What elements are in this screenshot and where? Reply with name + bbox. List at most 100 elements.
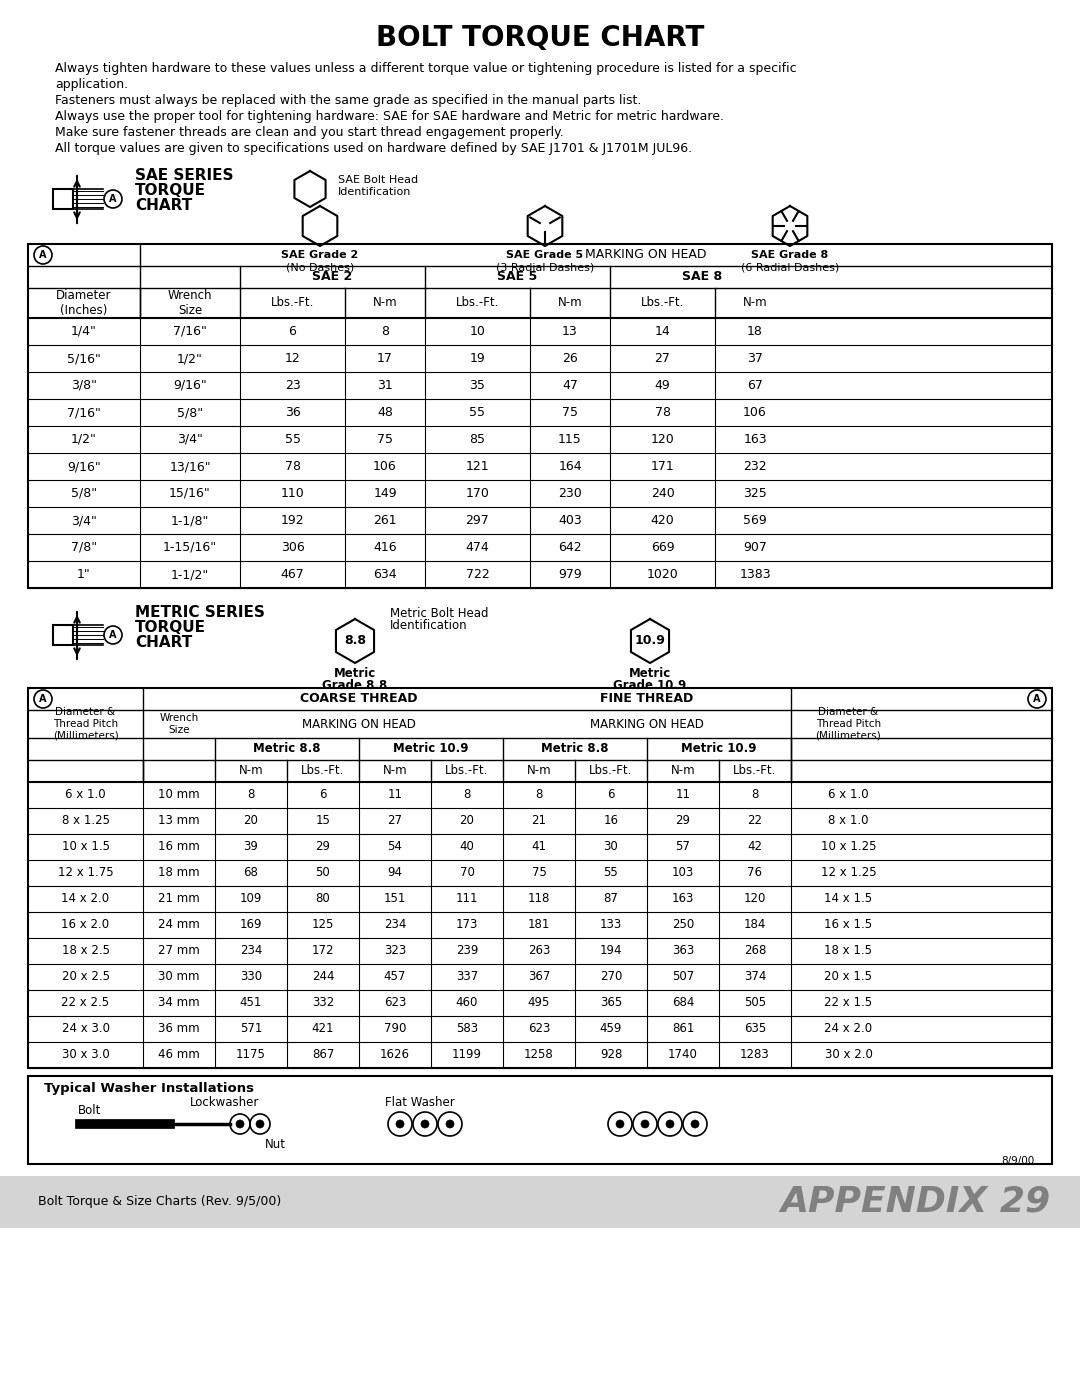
Text: 172: 172 [312, 944, 334, 957]
Text: N-m: N-m [743, 296, 767, 310]
Text: 722: 722 [465, 569, 489, 581]
Text: 12: 12 [285, 352, 300, 365]
Text: 163: 163 [743, 433, 767, 446]
Text: 170: 170 [465, 488, 489, 500]
Text: 171: 171 [650, 460, 674, 474]
Text: A: A [109, 630, 117, 640]
Text: (6 Radial Dashes): (6 Radial Dashes) [741, 263, 839, 272]
Text: Lockwasher: Lockwasher [190, 1097, 259, 1109]
Text: 21 mm: 21 mm [158, 893, 200, 905]
Text: application.: application. [55, 78, 129, 91]
Text: Lbs.-Ft.: Lbs.-Ft. [271, 296, 314, 310]
Text: 583: 583 [456, 1023, 478, 1035]
Text: 642: 642 [558, 541, 582, 555]
Text: 42: 42 [747, 841, 762, 854]
Circle shape [396, 1120, 404, 1127]
Text: 297: 297 [465, 514, 489, 527]
Text: 120: 120 [650, 433, 674, 446]
Text: (3 Radial Dashes): (3 Radial Dashes) [496, 263, 594, 272]
Text: 30 x 3.0: 30 x 3.0 [62, 1049, 109, 1062]
Text: 75: 75 [377, 433, 393, 446]
Text: A: A [39, 250, 46, 260]
Text: Metric: Metric [334, 666, 376, 680]
Text: 110: 110 [281, 488, 305, 500]
Text: 8 x 1.25: 8 x 1.25 [62, 814, 109, 827]
Text: 87: 87 [604, 893, 619, 905]
Text: 363: 363 [672, 944, 694, 957]
Text: 306: 306 [281, 541, 305, 555]
Text: 684: 684 [672, 996, 694, 1010]
Text: 29: 29 [675, 814, 690, 827]
Text: 457: 457 [383, 971, 406, 983]
Text: 1258: 1258 [524, 1049, 554, 1062]
Text: 234: 234 [383, 918, 406, 932]
Text: 149: 149 [374, 488, 396, 500]
Text: Flat Washer: Flat Washer [384, 1097, 455, 1109]
Text: 22 x 1.5: 22 x 1.5 [824, 996, 873, 1010]
Text: 18: 18 [747, 326, 762, 338]
Text: 8: 8 [247, 788, 255, 802]
Text: SAE 2: SAE 2 [312, 271, 353, 284]
Text: SAE Bolt Head: SAE Bolt Head [338, 175, 418, 184]
Text: 120: 120 [744, 893, 766, 905]
Text: 230: 230 [558, 488, 582, 500]
Text: 270: 270 [599, 971, 622, 983]
Text: 928: 928 [599, 1049, 622, 1062]
Text: Metric 8.8: Metric 8.8 [541, 742, 609, 756]
Text: 30 x 2.0: 30 x 2.0 [824, 1049, 873, 1062]
Text: 13: 13 [562, 326, 578, 338]
Text: 6: 6 [607, 788, 615, 802]
Text: 39: 39 [244, 841, 258, 854]
Text: 5/8": 5/8" [71, 488, 97, 500]
Text: 80: 80 [315, 893, 330, 905]
Text: Grade 10.9: Grade 10.9 [613, 679, 687, 692]
Text: 6: 6 [320, 788, 327, 802]
Text: 6: 6 [288, 326, 296, 338]
Text: 55: 55 [604, 866, 619, 880]
Text: 41: 41 [531, 841, 546, 854]
Text: 1-15/16": 1-15/16" [163, 541, 217, 555]
Text: 1626: 1626 [380, 1049, 410, 1062]
Text: 115: 115 [558, 433, 582, 446]
Text: 14 x 2.0: 14 x 2.0 [62, 893, 109, 905]
Text: 40: 40 [460, 841, 474, 854]
Text: 330: 330 [240, 971, 262, 983]
Text: 78: 78 [284, 460, 300, 474]
Text: 332: 332 [312, 996, 334, 1010]
Text: Metric 10.9: Metric 10.9 [681, 742, 757, 756]
Circle shape [666, 1120, 674, 1127]
Text: SAE Grade 2: SAE Grade 2 [282, 250, 359, 260]
Text: 55: 55 [284, 433, 300, 446]
Text: TORQUE: TORQUE [135, 620, 206, 636]
Text: 27: 27 [654, 352, 671, 365]
Text: 70: 70 [460, 866, 474, 880]
Text: 36: 36 [285, 407, 300, 419]
Text: Identification: Identification [338, 187, 411, 197]
Text: MARKING ON HEAD: MARKING ON HEAD [302, 718, 416, 731]
Text: 8: 8 [381, 326, 389, 338]
Text: 6 x 1.0: 6 x 1.0 [65, 788, 106, 802]
Text: 1020: 1020 [647, 569, 678, 581]
Text: 8.8: 8.8 [345, 634, 366, 647]
Text: 27 mm: 27 mm [158, 944, 200, 957]
Text: 36 mm: 36 mm [158, 1023, 200, 1035]
Text: 173: 173 [456, 918, 478, 932]
Text: 10 x 1.25: 10 x 1.25 [821, 841, 876, 854]
Text: Nut: Nut [265, 1139, 286, 1151]
Text: 20: 20 [244, 814, 258, 827]
Text: 106: 106 [373, 460, 396, 474]
Text: (No Dashes): (No Dashes) [286, 263, 354, 272]
Circle shape [691, 1120, 699, 1127]
Text: BOLT TORQUE CHART: BOLT TORQUE CHART [376, 24, 704, 52]
Text: 7/16": 7/16" [67, 407, 100, 419]
Text: 268: 268 [744, 944, 766, 957]
Text: 47: 47 [562, 379, 578, 393]
Text: 3/4": 3/4" [71, 514, 97, 527]
Text: N-m: N-m [239, 764, 264, 778]
Text: 121: 121 [465, 460, 489, 474]
Text: 67: 67 [747, 379, 762, 393]
Text: 37: 37 [747, 352, 762, 365]
Text: Lbs.-Ft.: Lbs.-Ft. [456, 296, 499, 310]
Text: APPENDIX 29: APPENDIX 29 [780, 1185, 1050, 1220]
Text: 30: 30 [604, 841, 619, 854]
